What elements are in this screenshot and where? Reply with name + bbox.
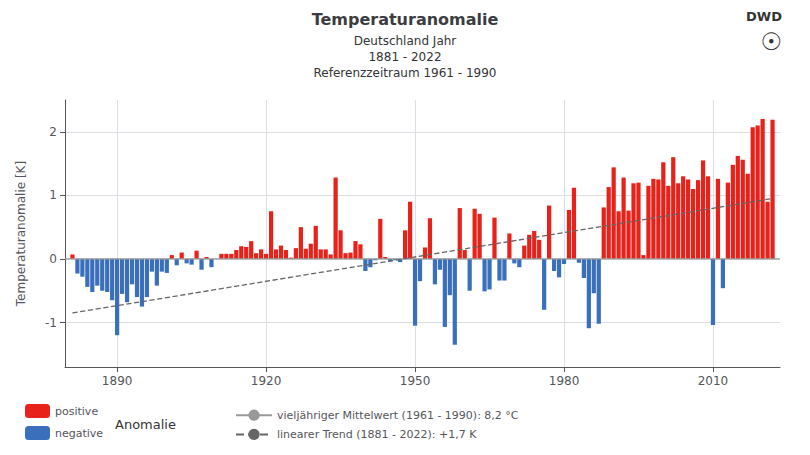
- svg-text:2: 2: [49, 125, 57, 139]
- svg-text:-1: -1: [45, 316, 57, 330]
- svg-text:0: 0: [49, 252, 57, 266]
- svg-text:vieljähriger Mittelwert (1961: vieljähriger Mittelwert (1961 - 1990): 8…: [277, 409, 519, 422]
- svg-text:1881 - 2022: 1881 - 2022: [368, 50, 441, 64]
- svg-text:2010: 2010: [698, 374, 729, 388]
- svg-text:1980: 1980: [549, 374, 580, 388]
- svg-text:1: 1: [49, 188, 57, 202]
- svg-text:negative: negative: [55, 427, 103, 440]
- svg-text:Temperaturanomalie: Temperaturanomalie: [312, 10, 499, 29]
- svg-text:Anomalie: Anomalie: [115, 417, 176, 432]
- svg-text:Deutschland Jahr: Deutschland Jahr: [354, 34, 457, 48]
- svg-text:1950: 1950: [400, 374, 431, 388]
- svg-text:Referenzzeitraum 1961 - 1990: Referenzzeitraum 1961 - 1990: [314, 66, 497, 80]
- svg-text:☉: ☉: [760, 28, 782, 56]
- svg-text:1890: 1890: [102, 374, 133, 388]
- svg-text:DWD: DWD: [746, 9, 782, 24]
- svg-text:linearer Trend (1881 - 2022):: linearer Trend (1881 - 2022): +1,7 K: [277, 428, 477, 441]
- svg-text:1920: 1920: [251, 374, 282, 388]
- svg-text:Temperaturanomalie [K]: Temperaturanomalie [K]: [14, 161, 28, 307]
- svg-text:positive: positive: [55, 405, 98, 418]
